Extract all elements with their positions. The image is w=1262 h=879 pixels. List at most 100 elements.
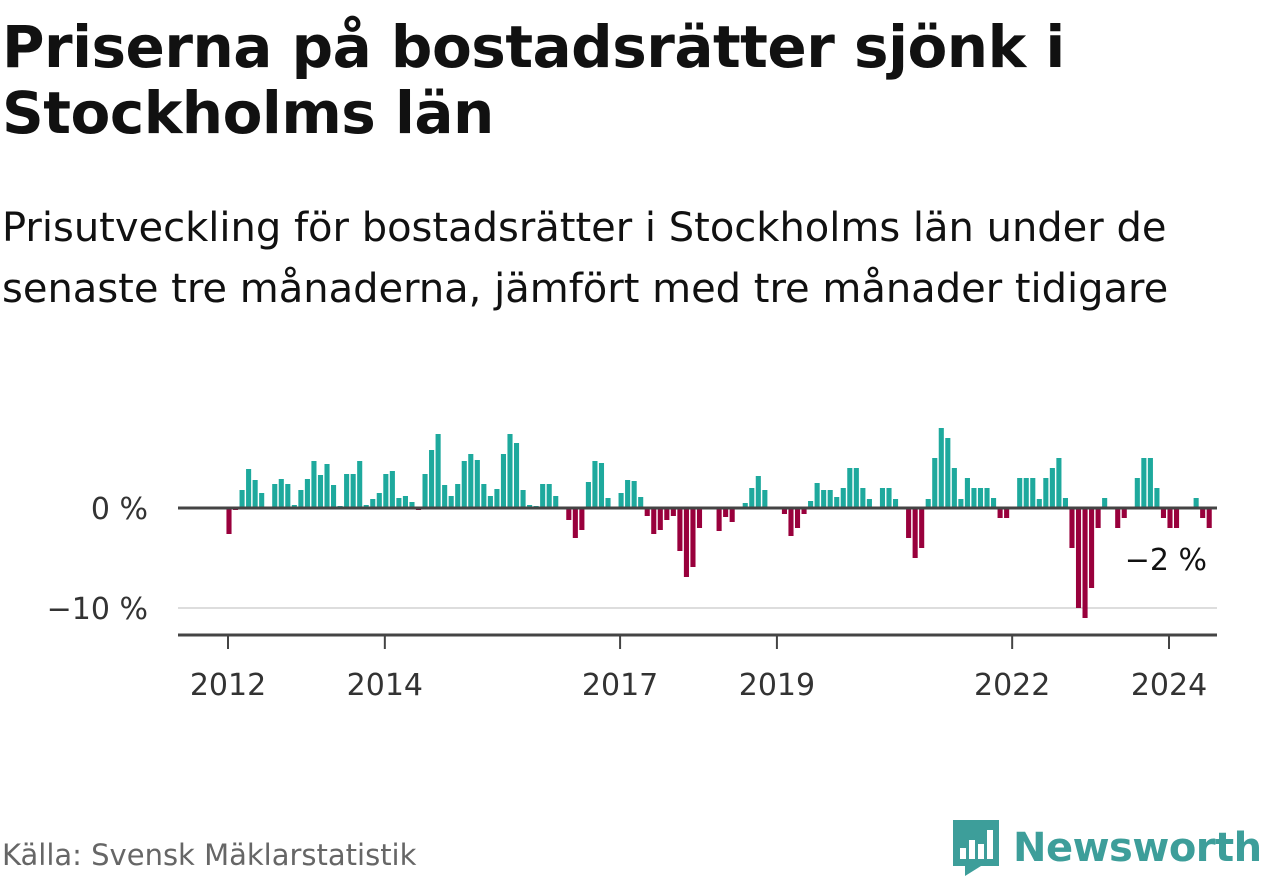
bar bbox=[272, 484, 278, 508]
bar bbox=[1095, 508, 1101, 528]
bar bbox=[304, 479, 310, 508]
bar-chart-chat-icon bbox=[953, 820, 999, 876]
bar bbox=[579, 508, 585, 530]
bar bbox=[285, 484, 291, 508]
bar bbox=[834, 497, 840, 508]
bar bbox=[1147, 458, 1153, 508]
bar bbox=[357, 461, 363, 508]
bar bbox=[853, 468, 859, 508]
bar bbox=[1154, 488, 1160, 508]
bar bbox=[442, 485, 448, 508]
bar bbox=[298, 490, 304, 508]
bar bbox=[971, 488, 977, 508]
bar bbox=[370, 499, 376, 508]
bar bbox=[827, 490, 833, 508]
bar bbox=[886, 488, 892, 508]
x-tick-label: 2024 bbox=[1131, 668, 1207, 700]
bar bbox=[1069, 508, 1075, 548]
bar bbox=[683, 508, 689, 577]
bar bbox=[500, 454, 507, 508]
bar bbox=[455, 484, 461, 508]
bar bbox=[723, 508, 729, 517]
bar bbox=[317, 475, 324, 508]
bar bbox=[461, 461, 467, 508]
bar bbox=[278, 479, 284, 508]
newsworthy-logo: Newsworthy bbox=[951, 818, 1262, 878]
end-value-label: −2 % bbox=[1125, 543, 1207, 578]
bar bbox=[644, 508, 650, 516]
bar bbox=[618, 493, 624, 508]
bar bbox=[997, 508, 1003, 518]
bar bbox=[605, 498, 611, 508]
bar bbox=[1049, 468, 1055, 508]
bar bbox=[762, 490, 768, 508]
bar bbox=[481, 484, 487, 508]
bar bbox=[598, 463, 605, 508]
bar bbox=[945, 438, 951, 508]
bar bbox=[494, 489, 500, 508]
bar bbox=[422, 474, 428, 508]
x-tick-label: 2014 bbox=[347, 668, 423, 700]
bar bbox=[487, 496, 493, 508]
bar bbox=[1160, 508, 1167, 518]
bar bbox=[690, 508, 696, 567]
bar bbox=[572, 508, 578, 538]
bar bbox=[1082, 508, 1088, 618]
bar bbox=[625, 480, 631, 508]
bar bbox=[657, 508, 663, 530]
x-tick-label: 2017 bbox=[582, 668, 658, 700]
bar bbox=[696, 508, 703, 528]
bar bbox=[1134, 478, 1140, 508]
bar bbox=[814, 483, 820, 508]
bar bbox=[259, 493, 265, 508]
bar bbox=[1089, 508, 1095, 588]
bar bbox=[906, 508, 912, 538]
bar bbox=[331, 485, 337, 508]
bar bbox=[566, 508, 572, 520]
bar bbox=[964, 478, 970, 508]
bar bbox=[664, 508, 670, 520]
bar bbox=[1017, 478, 1023, 508]
bar bbox=[742, 503, 748, 508]
source-note: Källa: Svensk Mäklarstatistik bbox=[2, 838, 417, 872]
bar bbox=[1056, 458, 1062, 508]
y-tick-label: −10 % bbox=[47, 592, 148, 627]
bar bbox=[383, 474, 389, 508]
bar bbox=[324, 464, 330, 508]
bar bbox=[651, 508, 657, 534]
bar bbox=[468, 454, 474, 508]
bar bbox=[546, 484, 552, 508]
bar bbox=[808, 501, 814, 508]
bar bbox=[1121, 508, 1127, 518]
bar bbox=[638, 497, 644, 508]
bar bbox=[429, 450, 435, 508]
bar bbox=[553, 496, 559, 508]
bar bbox=[513, 443, 520, 508]
bar bbox=[350, 474, 356, 508]
bar bbox=[788, 508, 794, 536]
bar bbox=[729, 508, 735, 522]
y-tick-label: 0 % bbox=[91, 492, 148, 527]
bar bbox=[1167, 508, 1173, 528]
chart-title: Priserna på bostadsrätter sjönk i Stockh… bbox=[2, 13, 1065, 147]
bar bbox=[951, 468, 957, 508]
bar bbox=[396, 498, 402, 508]
bar bbox=[932, 458, 938, 508]
bar bbox=[919, 508, 925, 548]
bar bbox=[1023, 478, 1029, 508]
bar bbox=[1141, 458, 1147, 508]
bar bbox=[252, 480, 258, 508]
x-tick-label: 2022 bbox=[974, 668, 1050, 700]
bar bbox=[749, 488, 755, 508]
bar bbox=[892, 499, 899, 508]
bar bbox=[1043, 478, 1049, 508]
bar bbox=[977, 488, 984, 508]
logo-text: Newsworthy bbox=[1013, 825, 1262, 871]
bar bbox=[670, 508, 676, 516]
bar bbox=[860, 488, 866, 508]
bar bbox=[912, 508, 918, 558]
x-tick-label: 2019 bbox=[739, 668, 815, 700]
bar bbox=[226, 508, 232, 534]
bar bbox=[755, 476, 761, 508]
bar bbox=[938, 428, 944, 508]
